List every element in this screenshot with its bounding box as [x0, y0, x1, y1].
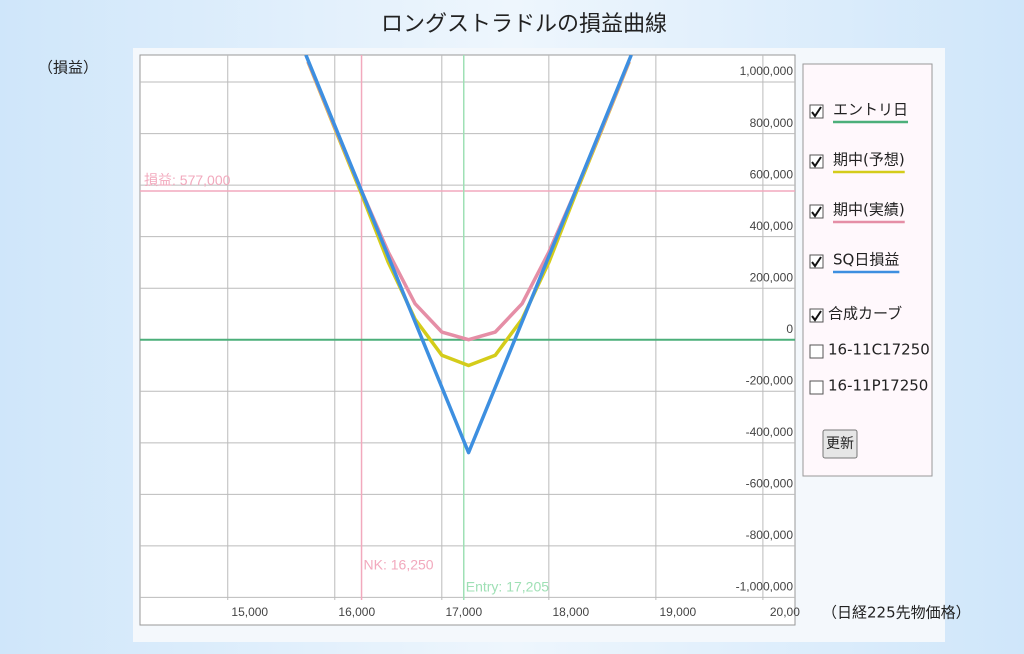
y-tick-label: -800,000 [746, 528, 794, 542]
checkmark [811, 310, 822, 322]
x-axis-label: （日経225先物価格） [822, 604, 971, 622]
x-tick-label: 19,000 [660, 605, 697, 619]
y-tick-label: -400,000 [746, 425, 794, 439]
y-axis-label: （損益） [38, 59, 98, 77]
legend-label: 期中(実績) [833, 201, 905, 219]
button-label[interactable]: 更新 [826, 436, 854, 452]
y-tick-label: 1,000,000 [740, 64, 794, 78]
y-tick-label: 0 [786, 322, 793, 336]
series-line [304, 55, 633, 455]
y-tick-label: -200,000 [746, 373, 794, 387]
checkbox[interactable] [809, 204, 824, 219]
option-label: 16-11P17250 [828, 377, 928, 395]
checkbox[interactable] [809, 380, 824, 395]
checkbox[interactable] [809, 308, 824, 323]
checkbox[interactable] [809, 344, 824, 359]
reference-label: NK: 16,250 [364, 557, 434, 573]
checkmark [811, 206, 822, 218]
legend-label: エントリ日 [833, 101, 908, 119]
y-tick-label: 400,000 [750, 219, 794, 233]
checkbox[interactable] [809, 154, 824, 169]
y-tick-label: -600,000 [746, 477, 794, 491]
chart-title: ロングストラドルの損益曲線 [381, 12, 667, 37]
checkbox[interactable] [809, 104, 824, 119]
option-label: 合成カーブ [828, 305, 902, 323]
reference-label: 損益: 577,000 [144, 172, 231, 188]
checkbox[interactable] [809, 254, 824, 269]
x-tick-label: 17,000 [445, 605, 482, 619]
checkmark [811, 156, 822, 168]
plot [140, 55, 795, 600]
reference-label: Entry: 17,205 [466, 579, 549, 595]
button[interactable] [822, 429, 858, 459]
checkmark [811, 256, 822, 268]
legend-label: 期中(予想) [833, 151, 905, 169]
y-tick-label: 600,000 [750, 167, 794, 181]
x-tick-label: 15,000 [231, 605, 268, 619]
x-tick-label: 18,000 [552, 605, 589, 619]
option-label: 16-11C17250 [828, 341, 930, 359]
y-tick-label: 200,000 [750, 270, 794, 284]
x-tick-label: 20,00 [770, 605, 800, 619]
legend-label: SQ日損益 [833, 251, 899, 269]
y-tick-label: -1,000,000 [736, 580, 794, 594]
x-tick-label: 16,000 [338, 605, 375, 619]
checkmark [811, 106, 822, 118]
y-tick-label: 800,000 [750, 116, 794, 130]
legend-panel [802, 63, 933, 477]
